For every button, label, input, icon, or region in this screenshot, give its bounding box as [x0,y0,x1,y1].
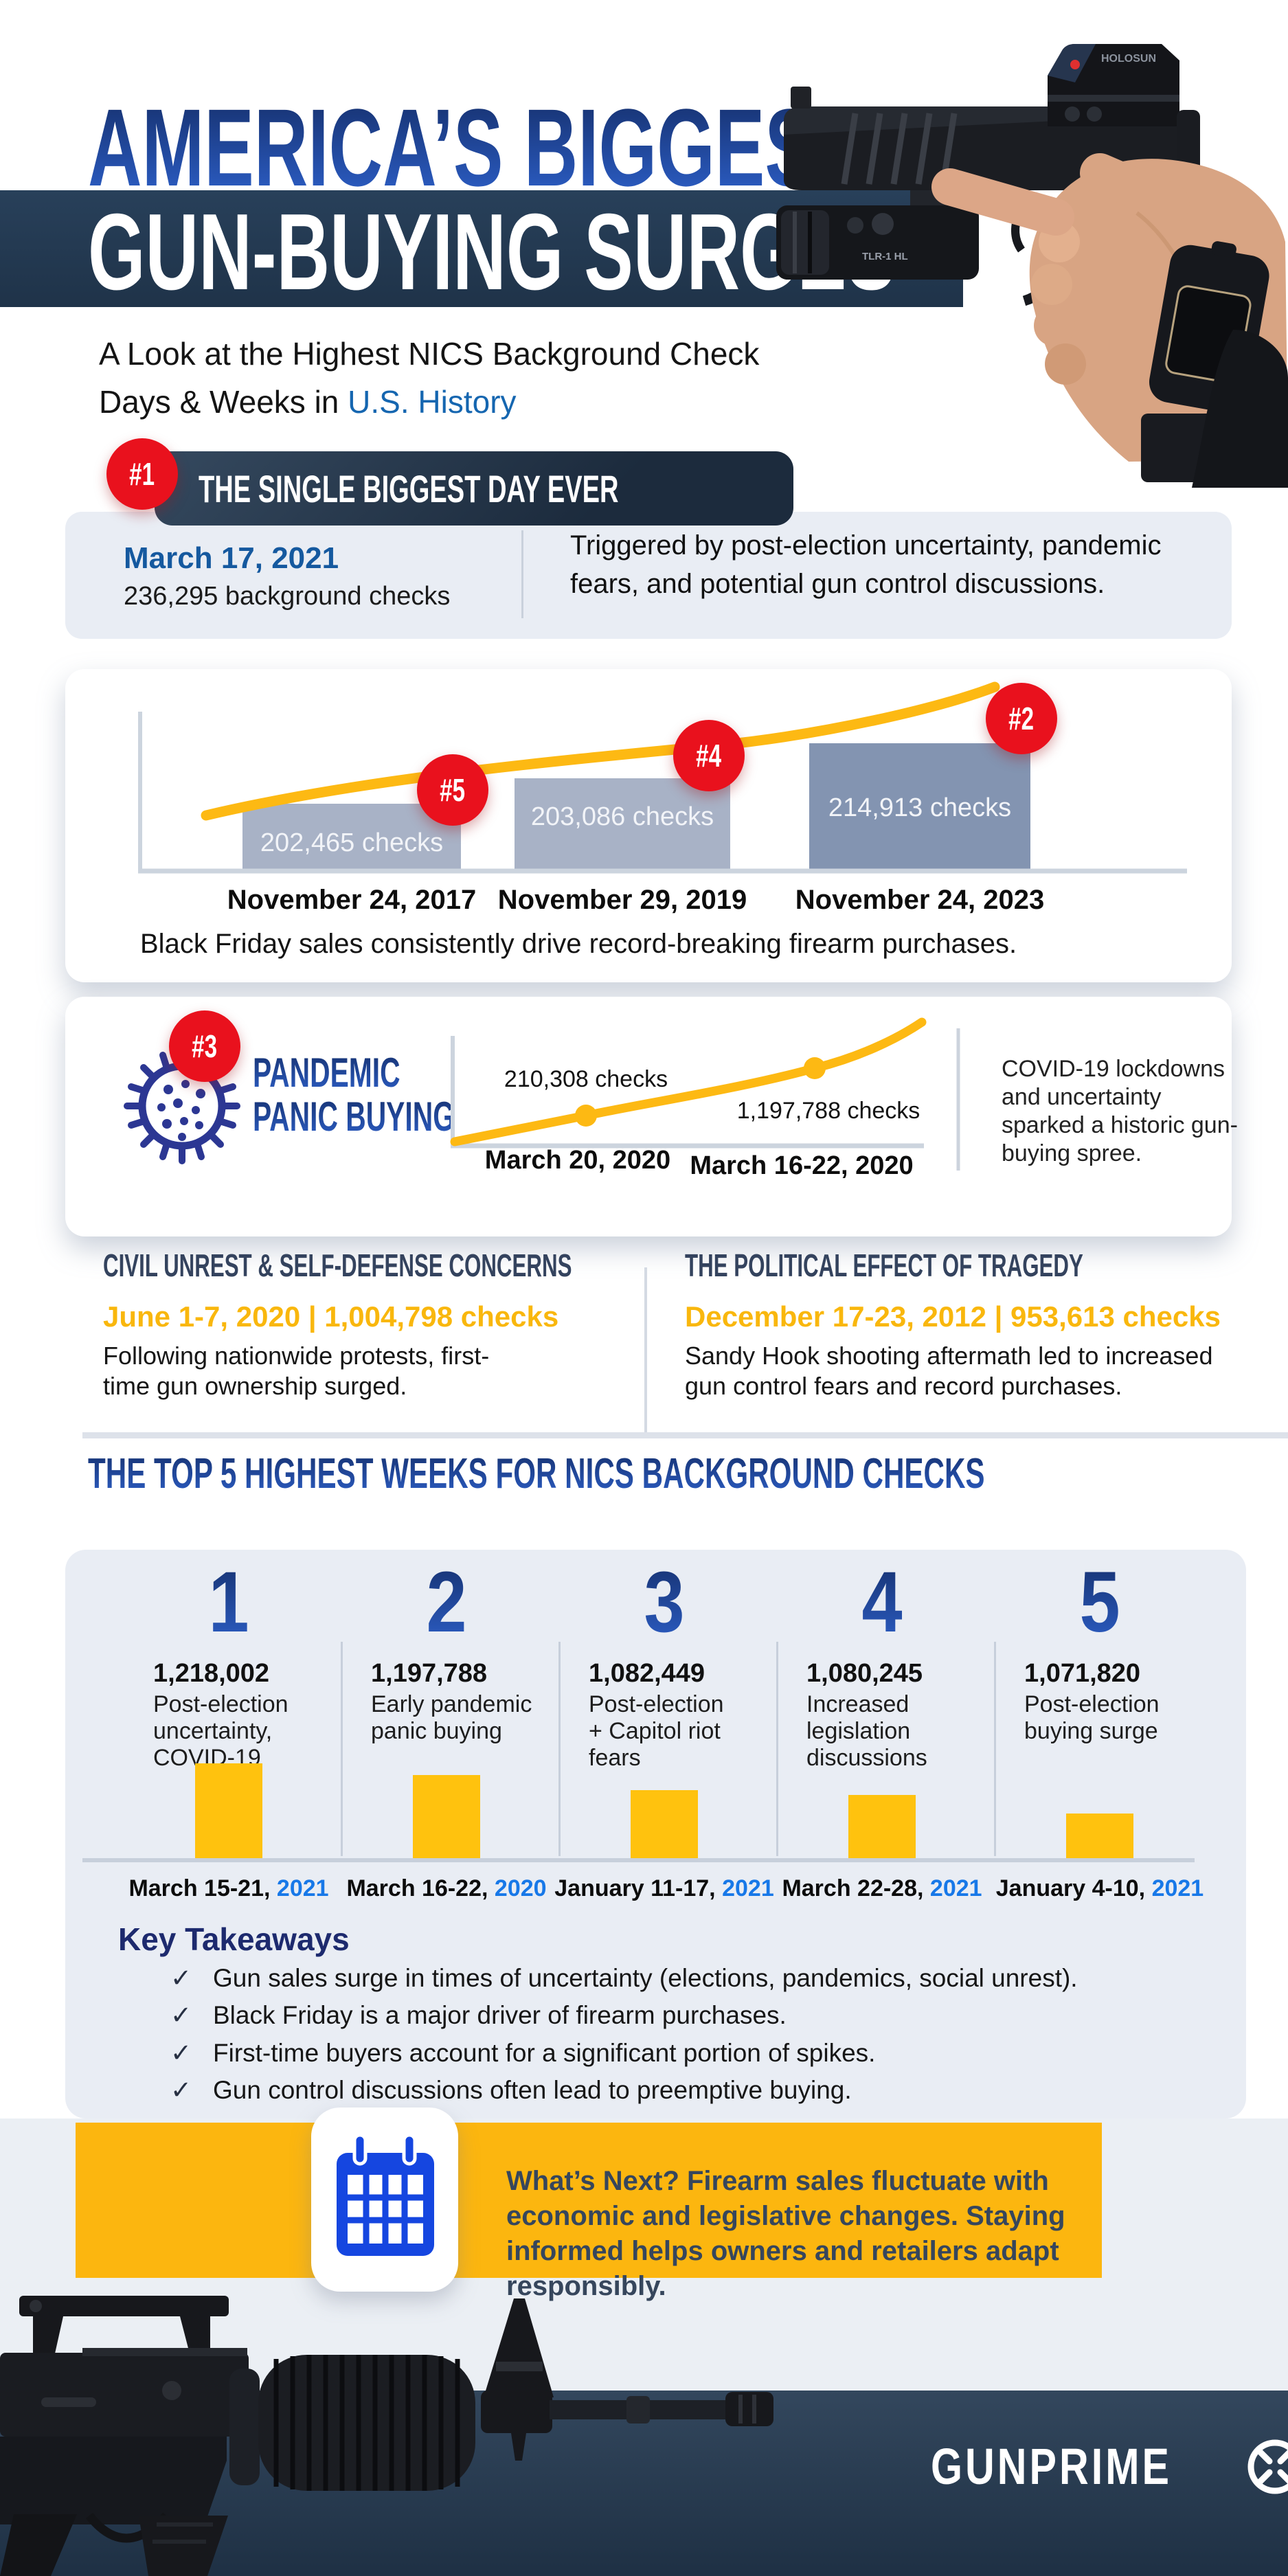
pandemic-point2-label: 1,197,788 checks [736,1098,920,1124]
bf-date-2019: November 29, 2019 [497,885,747,915]
top5-bar-2 [413,1775,480,1858]
section1-checks: 236,295 background checks [124,582,451,611]
takeaway-item-4: ✓ Gun control discussions often lead to p… [170,2076,852,2104]
check-icon: ✓ [170,1964,192,1992]
bf-date-2017: November 24, 2017 [227,885,477,915]
rank-number-3: 3 [594,1558,734,1647]
top5-desc-1: Post-election uncertainty, COVID-19 [153,1691,289,1771]
top5-divider-3 [776,1642,778,1856]
check-icon: ✓ [170,2001,192,2029]
top5-divider-4 [994,1642,996,1856]
subtitle-line1: A Look at the Highest NICS Background Ch… [99,336,760,372]
top5-bar-5 [1066,1814,1133,1858]
top5-value-4: 1,080,245 [806,1659,923,1688]
top5-date-2: March 16-22, 2020 [346,1875,547,1901]
top5-value-3: 1,082,449 [589,1659,705,1688]
subtitle: A Look at the Highest NICS Background Ch… [99,330,759,426]
pandemic-title: PANDEMIC PANIC BUYING [253,1050,455,1140]
rank-number-1: 1 [159,1558,299,1647]
top5-value-5: 1,071,820 [1024,1659,1141,1688]
pandemic-point2-date: March 16-22, 2020 [690,1151,914,1180]
rank-number-5: 5 [1030,1558,1170,1647]
top5-bar-3 [631,1790,698,1858]
top5-desc-2: Early pandemic panic buying [371,1691,532,1744]
svg-text:HOLOSUN: HOLOSUN [1101,53,1156,65]
top5-bar-4 [848,1795,916,1858]
rank5-badge: #5 [417,754,488,826]
pandemic-point1-date: March 20, 2020 [484,1146,671,1175]
rank-number-2: 2 [376,1558,517,1647]
whats-next-text: What’s Next? Firearm sales fluctuate wit… [506,2166,1065,2301]
brand-name: GUNPRIME [931,2438,1173,2495]
top5-desc-3: Post-election + Capitol riot fears [589,1691,724,1771]
top5-divider-1 [341,1642,343,1856]
event-left-heading: CIVIL UNREST & SELF-DEFENSE CONCERNS [103,1247,572,1283]
event-left-stat: June 1-7, 2020 | 1,004,798 checks [103,1300,559,1333]
top5-date-3: January 11-17, 2021 [554,1875,774,1901]
check-icon: ✓ [170,2076,192,2104]
top5-desc-5: Post-election buying surge [1024,1691,1160,1744]
section1-banner: THE SINGLE BIGGEST DAY EVER [155,451,793,526]
top5-desc-4: Increased legislation discussions [806,1691,927,1771]
rank-number-4: 4 [812,1558,952,1647]
section1-date: March 17, 2021 [124,541,339,575]
rank2-badge: #2 [986,683,1057,754]
top5-date-1: March 15-21, 2021 [128,1875,329,1901]
event-right-stat: December 17-23, 2012 | 953,613 checks [685,1300,1221,1333]
rank3-badge: #3 [169,1010,240,1082]
brand-emblem-icon [1247,2439,1288,2494]
section1-description: Triggered by post-election uncertainty, … [570,530,1162,599]
bf-bar-label-2023: 214,913 checks [828,793,1012,822]
calendar-card [311,2108,458,2292]
top5-date-4: March 22-28, 2021 [782,1875,982,1901]
rank4-badge: #4 [673,720,745,791]
top5-baseline [82,1858,1195,1862]
check-icon: ✓ [170,2039,192,2067]
rank1-badge: #1 [106,438,178,510]
takeaway-item-3: ✓ First-time buyers account for a signifi… [170,2039,876,2067]
event-right-heading: THE POLITICAL EFFECT OF TRAGEDY [685,1247,1083,1283]
top5-divider-2 [558,1642,561,1856]
page-title-line1: AMERICA’S BIGGEST [88,86,861,209]
section1-divider [521,530,523,618]
bf-bar-label-2017: 202,465 checks [260,828,444,857]
bf-caption: Black Friday sales consistently drive re… [140,929,1017,959]
brand-logo: GUNPRIME [931,2437,1288,2496]
top5-title: THE TOP 5 HIGHEST WEEKS FOR NICS BACKGRO… [88,1450,985,1498]
top5-bar-1 [195,1763,262,1858]
whats-next-band [76,2123,1102,2278]
pandemic-note: COVID-19 lockdowns and uncertainty spark… [1002,1056,1238,1166]
pandemic-point1-label: 210,308 checks [504,1066,668,1092]
bf-bar-label-2019: 203,086 checks [530,802,714,831]
page-title-line2: GUN-BUYING SURGES [88,192,896,313]
section-divider-rule [82,1432,1288,1438]
top5-date-5: January 4-10, 2021 [995,1875,1204,1901]
takeaway-item-1: ✓ Gun sales surge in times of uncertainty… [170,1964,1078,1992]
event-left-body: Following nationwide protests, first-tim… [103,1342,490,1400]
key-takeaways-heading: Key Takeaways [118,1921,350,1957]
subtitle-highlight: U.S. History [348,384,517,420]
event-right-body: Sandy Hook shooting aftermath led to inc… [685,1342,1213,1400]
takeaway-item-2: ✓ Black Friday is a major driver of firea… [170,2001,787,2029]
event-column-divider [644,1267,647,1432]
bf-date-2023: November 24, 2023 [795,885,1045,915]
subtitle-line2: Days & Weeks in U.S. History [99,384,517,420]
section1-banner-label: THE SINGLE BIGGEST DAY EVER [199,466,619,510]
top5-value-1: 1,218,002 [153,1659,270,1688]
top5-value-2: 1,197,788 [371,1659,488,1688]
section1-card [65,512,1232,639]
